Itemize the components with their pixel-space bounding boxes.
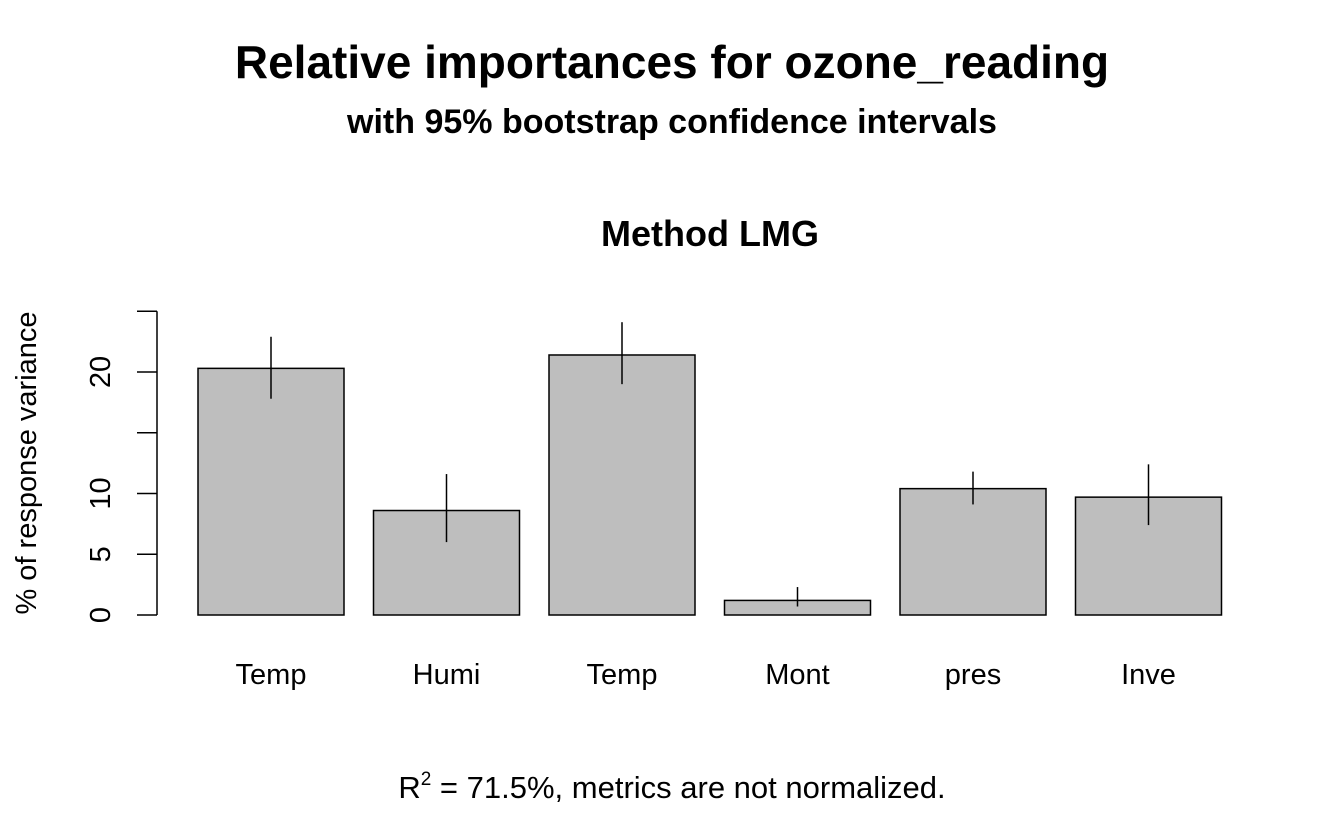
y-tick-label: 20	[85, 356, 117, 388]
category-label: Temp	[587, 659, 658, 691]
category-label: pres	[945, 659, 1001, 691]
category-label: Humi	[413, 659, 481, 691]
chart-title: Relative importances for ozone_reading	[235, 36, 1109, 88]
footnote: R2 = 71.5%, metrics are not normalized.	[398, 769, 945, 805]
bar	[548, 354, 696, 616]
footnote-text: = 71.5%, metrics are not normalized.	[431, 770, 945, 805]
y-tick-label: 10	[85, 477, 117, 509]
category-label: Mont	[765, 659, 829, 691]
panel-title: Method LMG	[601, 213, 819, 254]
chart-subtitle: with 95% bootstrap confidence intervals	[346, 103, 997, 141]
bar	[197, 367, 345, 616]
category-label: Inve	[1121, 659, 1176, 691]
y-axis-label: % of response variance	[11, 311, 43, 614]
bars	[197, 354, 1223, 616]
y-tick-label: 5	[85, 546, 117, 562]
y-ticks: 0 5 10 20	[85, 310, 157, 623]
category-labels: Temp Humi Temp Mont pres Inve	[236, 659, 1176, 691]
bar	[899, 487, 1047, 616]
error-bars	[270, 322, 1150, 607]
y-tick-label: 0	[85, 607, 117, 623]
category-label: Temp	[236, 659, 307, 691]
footnote-r: R	[398, 770, 420, 805]
footnote-superscript: 2	[421, 769, 432, 790]
